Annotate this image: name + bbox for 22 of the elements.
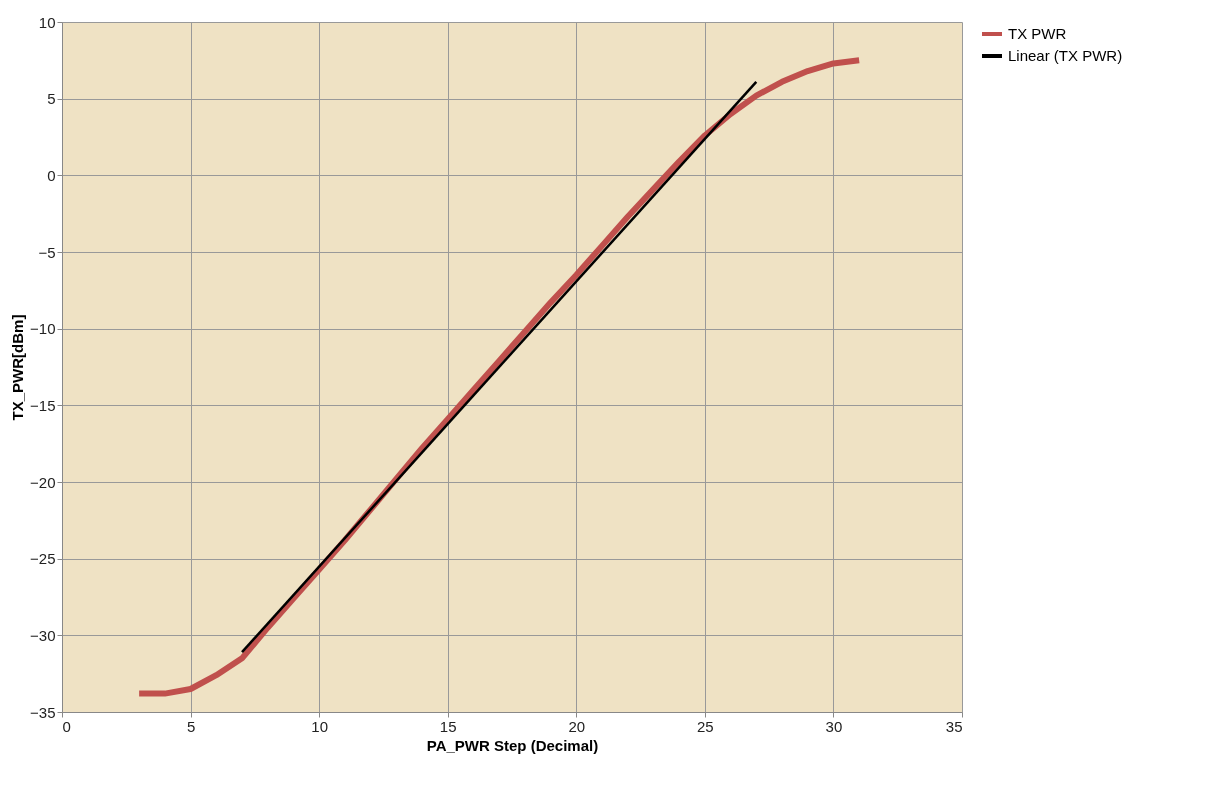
x-tick-label: 15 bbox=[439, 717, 457, 735]
y-tick-label: −10 bbox=[30, 320, 56, 338]
y-tick-label: −30 bbox=[30, 626, 56, 644]
x-tick-label: 0 bbox=[62, 717, 71, 735]
x-tick-label: 5 bbox=[186, 717, 196, 735]
y-tick-label: −5 bbox=[38, 243, 56, 261]
y-tick-label: −25 bbox=[30, 550, 56, 568]
y-tick-label: −20 bbox=[30, 473, 56, 491]
legend-label: Linear (TX PWR) bbox=[1008, 47, 1123, 64]
x-tick-label: 25 bbox=[697, 717, 714, 735]
y-tick-label: 5 bbox=[47, 90, 56, 108]
y-tick-label: −15 bbox=[30, 396, 56, 414]
x-tick-label: 35 bbox=[945, 717, 963, 735]
x-tick-label: 20 bbox=[568, 717, 586, 735]
y-tick-label: 0 bbox=[47, 166, 56, 184]
x-tick-label: 30 bbox=[825, 717, 843, 735]
y-axis-title: TX_PWR[dBm] bbox=[9, 314, 27, 421]
y-tick-label: 10 bbox=[38, 13, 56, 31]
legend-label: TX PWR bbox=[1008, 25, 1067, 42]
x-axis-title: PA_PWR Step (Decimal) bbox=[426, 736, 599, 754]
x-tick-label: 10 bbox=[311, 717, 328, 735]
y-tick-label: −35 bbox=[30, 703, 56, 721]
